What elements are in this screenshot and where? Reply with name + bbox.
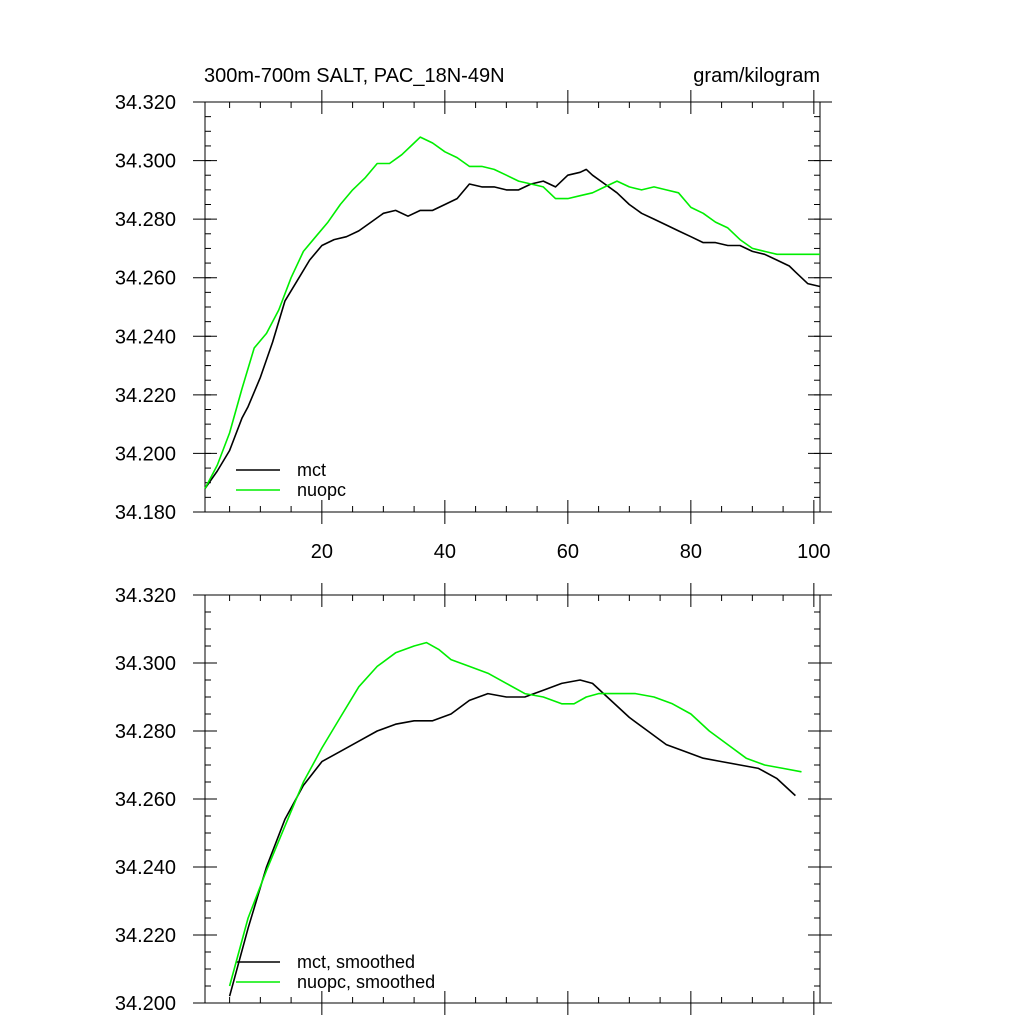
chart-title: 300m-700m SALT, PAC_18N-49N xyxy=(204,65,505,87)
x-tick-label: 40 xyxy=(434,541,456,563)
series-line-0 xyxy=(204,168,821,490)
series-line-0 xyxy=(228,679,796,997)
bottom-panel-smoothed: 34.200 34.220 34.240 34.260 34.280 34.300 34.3… xyxy=(115,583,832,1015)
y-tick-label: 34.240 xyxy=(115,326,176,348)
top-panel-raw: 20 40 60 80 100 34.180 34.200 34.220 34.240 34.26… xyxy=(115,90,832,563)
y-tick-label: 34.220 xyxy=(115,925,176,947)
y-tick-label: 34.300 xyxy=(115,151,176,173)
legend-label: nuopc, smoothed xyxy=(297,972,435,992)
x-tick-label: 80 xyxy=(680,541,702,563)
plot-frame xyxy=(204,101,821,513)
y-tick-label: 34.320 xyxy=(115,585,176,607)
y-tick-label: 34.280 xyxy=(115,209,176,231)
y-tick-label: 34.260 xyxy=(115,268,176,290)
y-tick-label: 34.240 xyxy=(115,857,176,879)
legend-label: mct xyxy=(297,460,326,480)
y-tick-label: 34.280 xyxy=(115,721,176,743)
y-tick-label: 34.320 xyxy=(115,92,176,114)
y-tick-label: 34.200 xyxy=(115,443,176,465)
y-tick-label: 34.220 xyxy=(115,385,176,407)
y-tick-label: 34.180 xyxy=(115,502,176,524)
plot-frame xyxy=(204,594,821,1004)
chart-units: gram/kilogram xyxy=(693,65,820,87)
y-tick-label: 34.260 xyxy=(115,789,176,811)
series-line-1 xyxy=(204,136,820,489)
x-tick-label: 20 xyxy=(311,541,333,563)
x-tick-label: 100 xyxy=(797,541,830,563)
legend-label: nuopc xyxy=(297,480,346,500)
y-tick-label: 34.300 xyxy=(115,653,176,675)
x-tick-label: 60 xyxy=(557,541,579,563)
legend-label: mct, smoothed xyxy=(297,952,415,972)
y-tick-label: 34.200 xyxy=(115,993,176,1015)
series-line-1 xyxy=(228,641,802,987)
